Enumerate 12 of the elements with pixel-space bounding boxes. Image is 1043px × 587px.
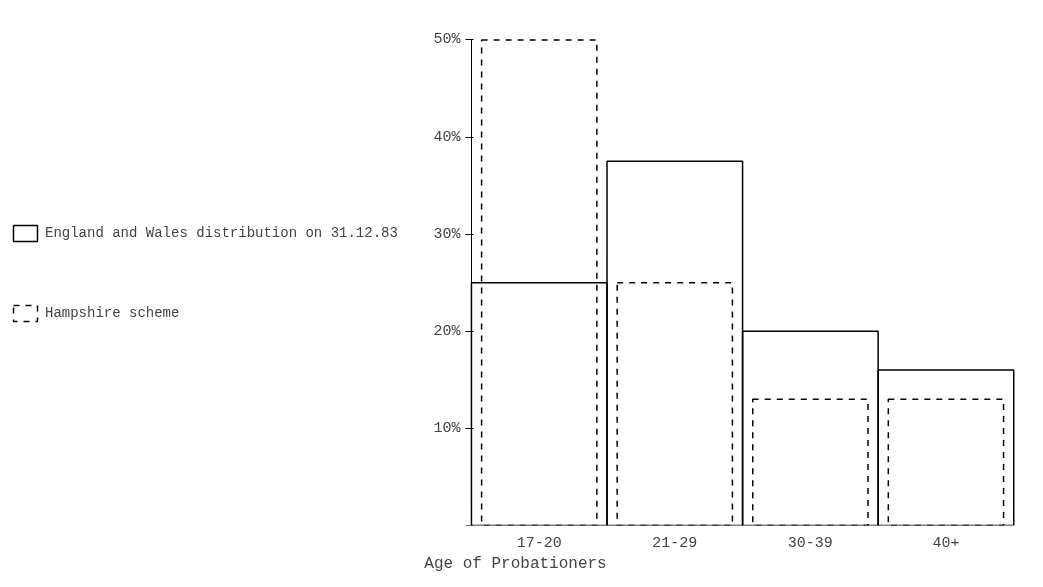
y-tick-label: 50% [433, 31, 462, 49]
legend-label: England and Wales distribution on 31.12.83 [45, 224, 398, 241]
x-tick-label: 21-29 [652, 534, 698, 552]
y-tick-label: 40% [433, 128, 462, 146]
x-tick-label: 40+ [932, 534, 960, 552]
x-tick-label: 17-20 [516, 534, 562, 552]
y-tick-label: 30% [433, 225, 462, 243]
x-tick-label: 30-39 [787, 534, 833, 552]
legend-label: Hampshire scheme [45, 304, 180, 321]
y-tick-label: 20% [433, 322, 462, 340]
x-axis-title: Age of Probationers [424, 554, 607, 573]
y-tick-label: 10% [433, 419, 462, 437]
